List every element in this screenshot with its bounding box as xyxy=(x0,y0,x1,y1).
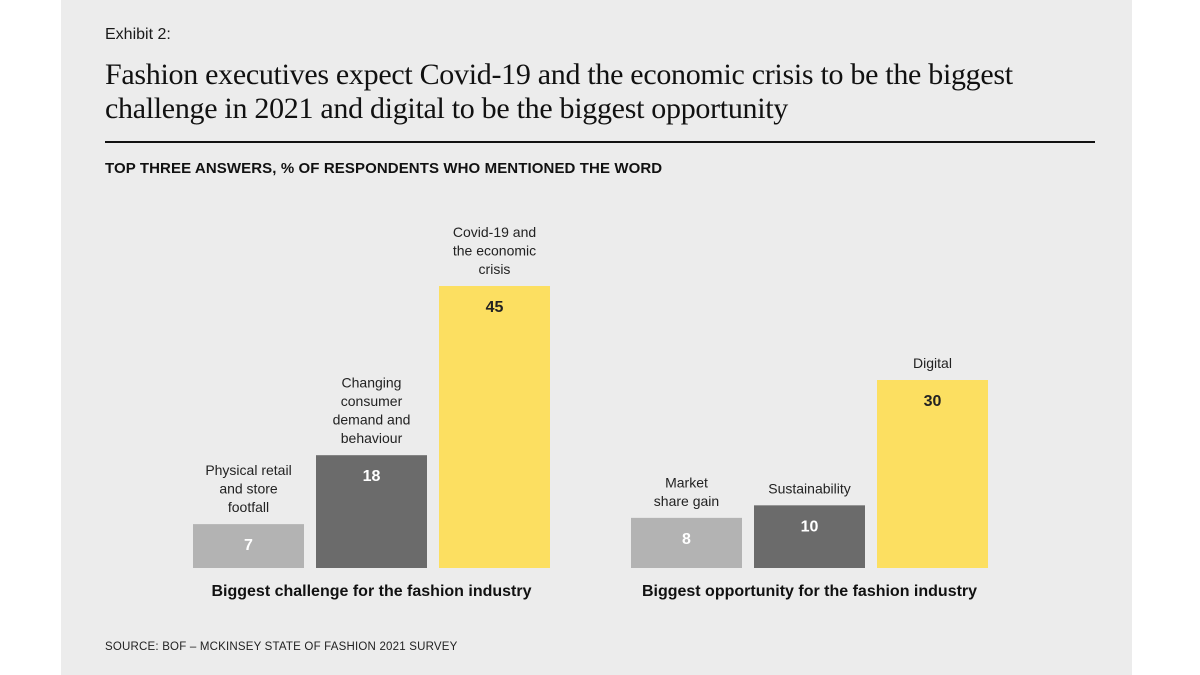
bar-0-1 xyxy=(316,455,427,568)
category-label: share gain xyxy=(654,493,719,509)
chart-title: Fashion executives expect Covid-19 and t… xyxy=(105,58,1013,125)
exhibit-panel: Exhibit 2: Fashion executives expect Cov… xyxy=(61,0,1132,675)
category-label: crisis xyxy=(479,261,511,277)
bar-value-label: 10 xyxy=(801,518,819,535)
bar-1-0 xyxy=(631,517,742,568)
bar-1-2 xyxy=(877,380,988,568)
category-label: Physical retail xyxy=(205,462,291,478)
category-label: demand and xyxy=(333,412,411,428)
bar-value-label: 45 xyxy=(486,299,504,316)
bar-value-label: 30 xyxy=(924,393,942,410)
bar-value-label: 18 xyxy=(363,468,381,485)
category-label: the economic xyxy=(453,243,536,259)
category-label: Changing xyxy=(342,375,402,391)
category-label: footfall xyxy=(228,499,269,515)
chart-subtitle: TOP THREE ANSWERS, % OF RESPONDENTS WHO … xyxy=(105,160,663,177)
category-label: and store xyxy=(219,481,278,497)
bar-value-label: 7 xyxy=(244,537,253,554)
title-divider xyxy=(105,141,1095,143)
category-label: behaviour xyxy=(341,430,403,446)
bar-0-2 xyxy=(439,286,550,568)
category-label: Market xyxy=(665,474,708,490)
bar-0-0 xyxy=(193,524,304,568)
bar-chart: 7 Physical retail and store footfall 18 Chang… xyxy=(193,224,988,600)
group-label: Biggest opportunity for the fashion indu… xyxy=(642,583,977,600)
category-label: Covid-19 and xyxy=(453,224,536,240)
category-label: Digital xyxy=(913,355,952,371)
source-note: SOURCE: BOF – MCKINSEY STATE OF FASHION … xyxy=(105,641,458,653)
category-label: Sustainability xyxy=(768,480,851,496)
bar-1-1 xyxy=(754,505,865,568)
category-label: consumer xyxy=(341,393,403,409)
exhibit-label: Exhibit 2: xyxy=(105,26,171,43)
group-label: Biggest challenge for the fashion indust… xyxy=(211,583,531,600)
bar-value-label: 8 xyxy=(682,531,691,548)
